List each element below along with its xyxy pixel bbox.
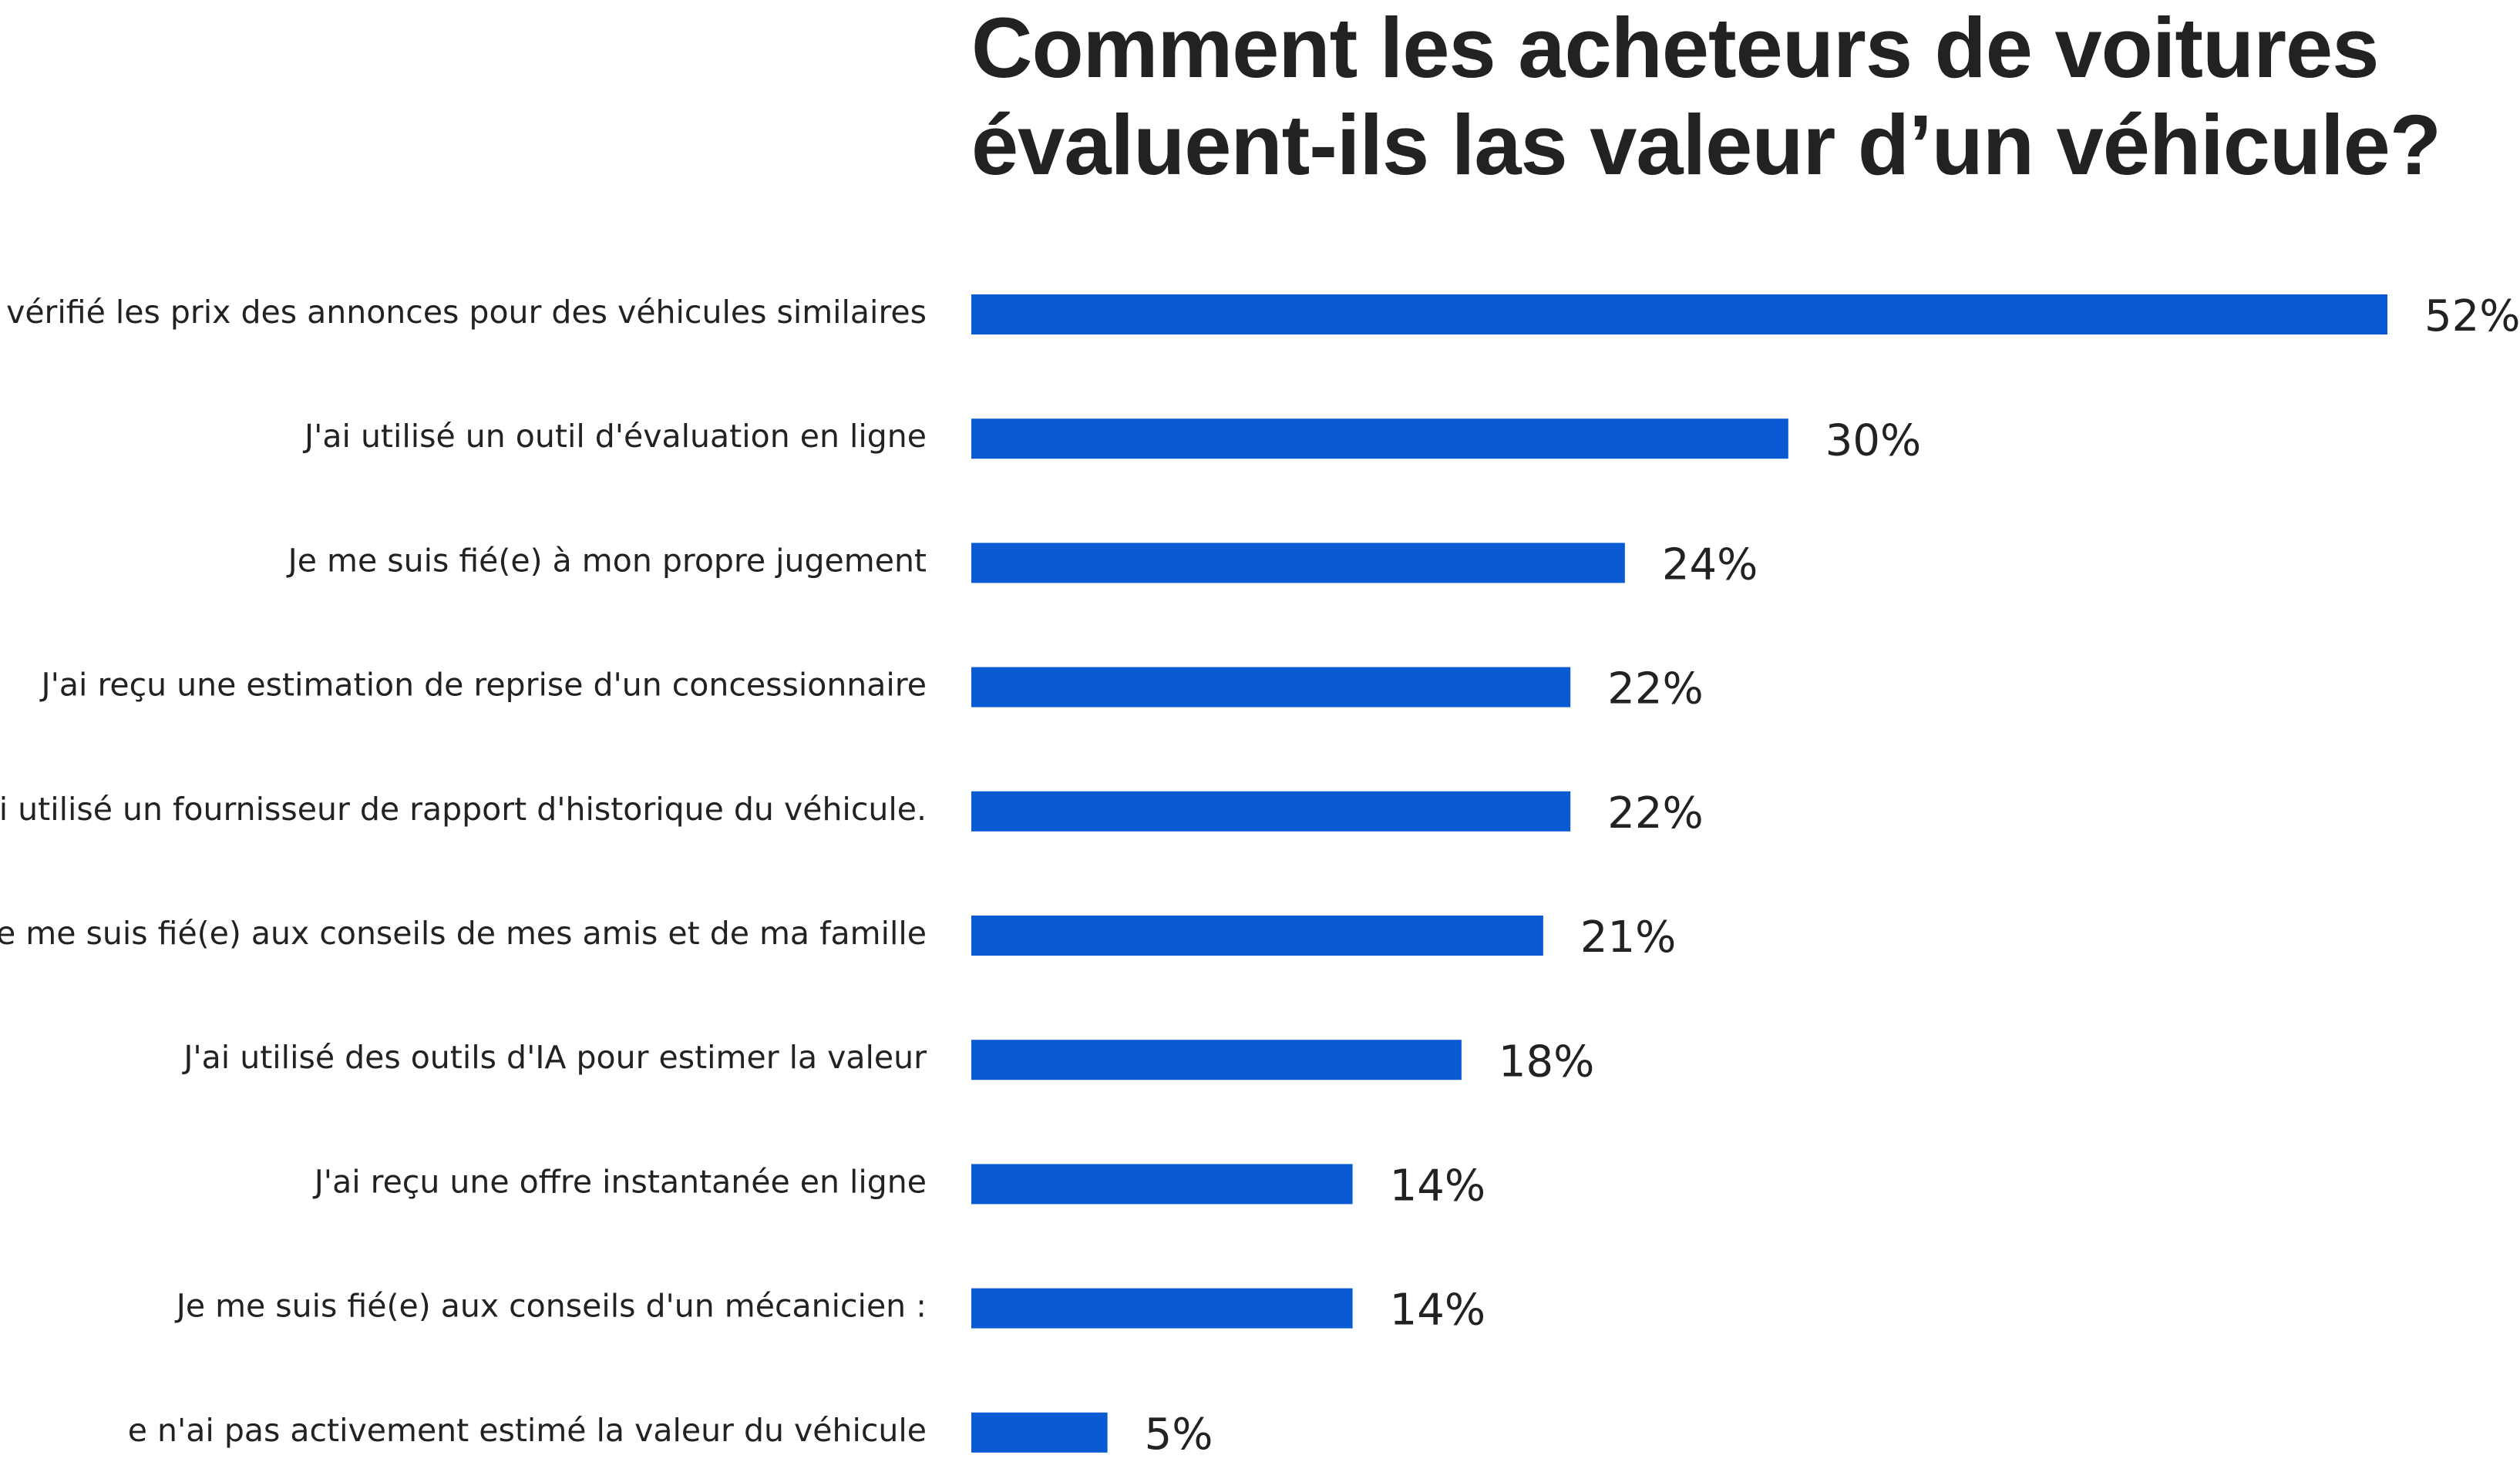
value-label-0: 52% <box>2424 291 2520 341</box>
category-label-9: e n'ai pas activement estimé la valeur d… <box>128 1412 927 1449</box>
bar-5 <box>971 916 1543 956</box>
bar-9 <box>971 1412 1108 1453</box>
bar-4 <box>971 791 1571 832</box>
category-label-0: J'ai vérifié les prix des annonces pour … <box>0 294 927 331</box>
bar-3 <box>971 667 1571 707</box>
category-label-7: J'ai reçu une offre instantanée en ligne <box>312 1163 927 1200</box>
bar-2 <box>971 543 1625 583</box>
value-label-6: 18% <box>1499 1037 1594 1087</box>
category-label-1: J'ai utilisé un outil d'évaluation en li… <box>302 418 927 455</box>
value-label-9: 5% <box>1145 1410 1213 1460</box>
category-label-6: J'ai utilisé des outils d'IA pour estime… <box>181 1039 927 1076</box>
bar-1 <box>971 418 1788 459</box>
value-label-7: 14% <box>1390 1161 1485 1212</box>
category-label-8: Je me suis fié(e) aux conseils d'un méca… <box>174 1288 927 1325</box>
bar-0 <box>971 294 2387 334</box>
bar-8 <box>971 1288 1353 1329</box>
category-label-4: J'ai utilisé un fournisseur de rapport d… <box>0 791 927 828</box>
category-label-5: Je me suis fié(e) aux conseils de mes am… <box>0 915 927 952</box>
category-label-3: J'ai reçu une estimation de reprise d'un… <box>39 667 927 704</box>
bar-7 <box>971 1164 1353 1205</box>
value-label-8: 14% <box>1390 1285 1485 1336</box>
value-label-1: 30% <box>1825 415 1921 465</box>
value-label-5: 21% <box>1580 912 1676 963</box>
category-label-2: Je me suis fié(e) à mon propre jugement <box>286 542 927 579</box>
value-label-4: 22% <box>1607 788 1703 839</box>
value-label-2: 24% <box>1662 540 1758 590</box>
chart-title: Comment les acheteurs de voitures évalue… <box>971 1 2441 193</box>
value-label-3: 22% <box>1607 664 1703 714</box>
bar-6 <box>971 1040 1462 1080</box>
